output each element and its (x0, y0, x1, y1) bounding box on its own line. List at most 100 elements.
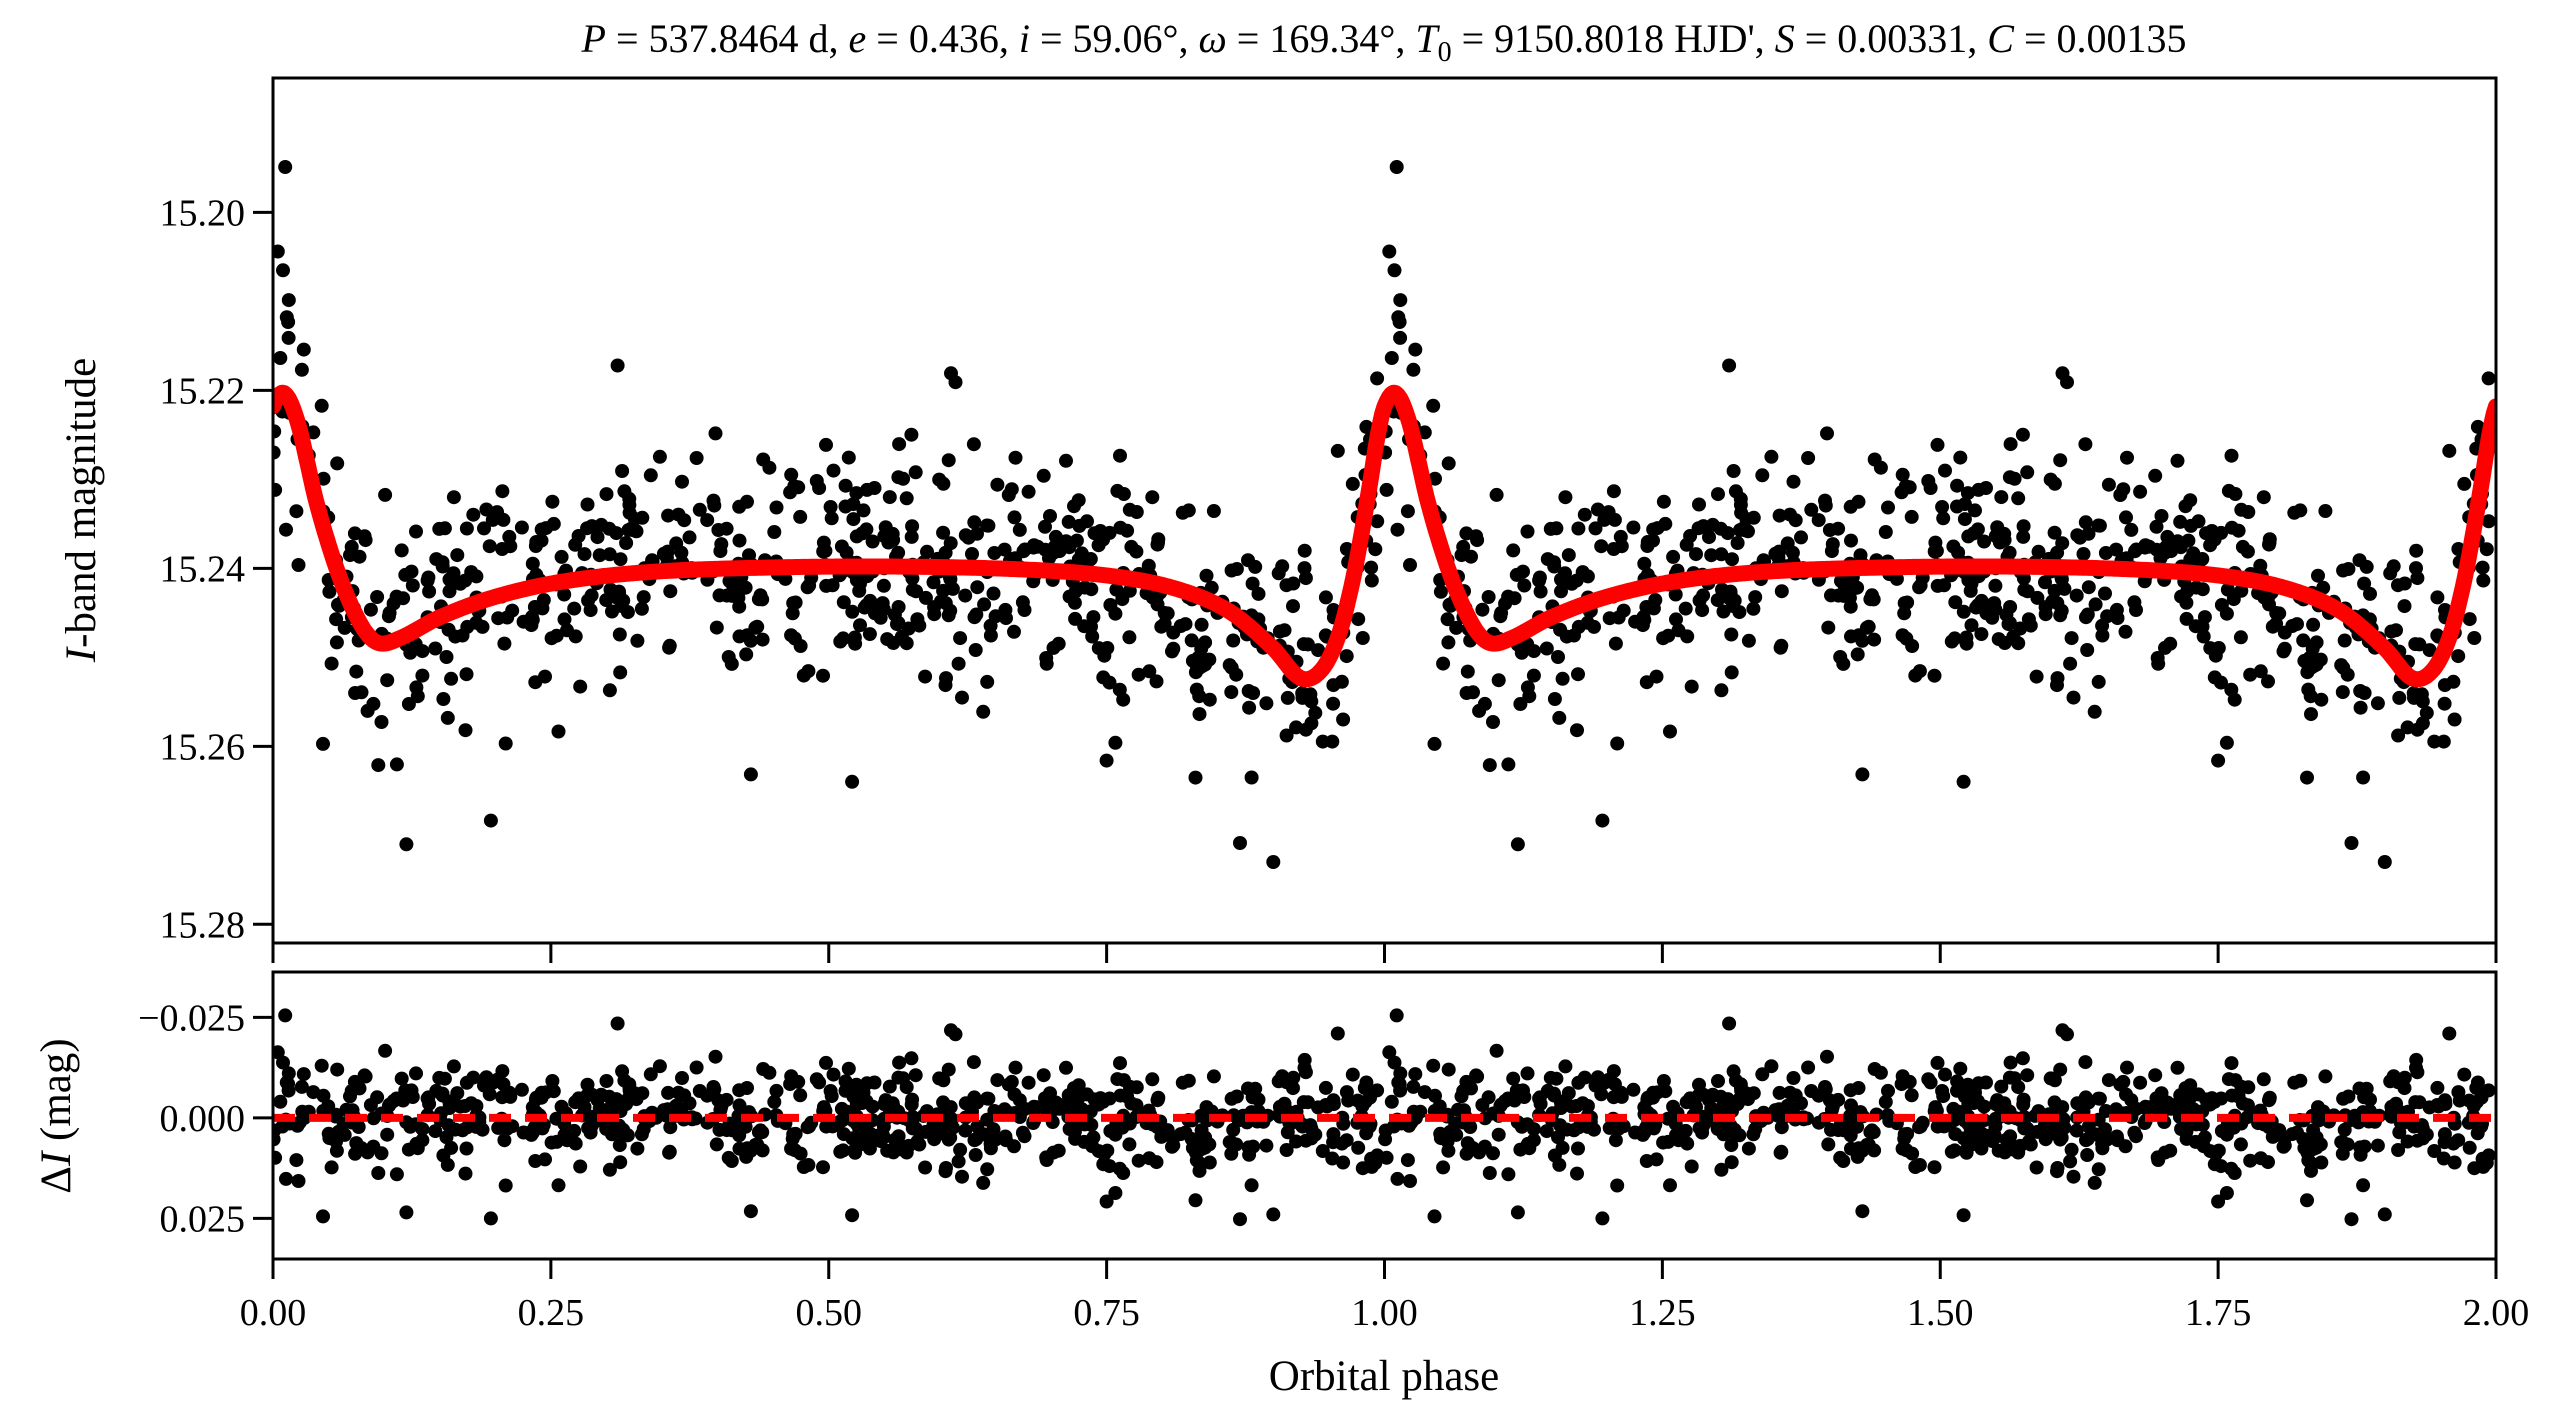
data-point (1836, 656, 1851, 671)
residual-point (2063, 1154, 2078, 1169)
residual-point (880, 1143, 895, 1158)
data-point (1783, 507, 1797, 522)
data-point (571, 529, 586, 543)
data-point (2057, 581, 2072, 596)
data-point (458, 573, 473, 588)
data-point (2277, 625, 2292, 640)
data-point (2133, 484, 2148, 499)
residual-point (2181, 1096, 2196, 1111)
residual-point (273, 1094, 288, 1109)
residual-point (410, 1141, 425, 1156)
data-point (2447, 712, 2462, 727)
data-point (394, 543, 409, 558)
data-point (1406, 362, 1421, 377)
residual-point (675, 1071, 689, 1085)
residual-point (784, 1141, 799, 1156)
data-point (1315, 734, 1330, 749)
data-point (1475, 602, 1490, 617)
data-point (1678, 601, 1693, 616)
data-point (2038, 575, 2052, 590)
data-point (1636, 609, 1651, 624)
data-point (415, 644, 430, 659)
residual-point (1970, 1128, 1985, 1143)
residual-point (599, 1074, 614, 1088)
data-point (659, 550, 674, 565)
residual-point (953, 1142, 968, 1157)
data-point (2470, 419, 2485, 434)
data-point (1142, 664, 1157, 679)
data-point (609, 526, 624, 541)
data-point (755, 632, 770, 647)
data-point (1194, 641, 1209, 656)
residual-point (399, 1205, 414, 1220)
residual-point (498, 1178, 513, 1193)
residual-point (389, 1091, 404, 1106)
residual-point (439, 1130, 454, 1145)
residual-point (2043, 1071, 2058, 1086)
residual-point (1506, 1071, 1521, 1086)
data-point (2397, 599, 2412, 614)
data-point (1991, 632, 2006, 647)
data-point (1520, 524, 1535, 539)
residual-point (1982, 1128, 1997, 1143)
residual-point (1017, 1101, 1032, 1116)
residual-point (662, 1145, 677, 1160)
data-point (890, 617, 904, 632)
data-point (294, 362, 309, 377)
residual-point (2050, 1164, 2064, 1179)
data-point (2314, 692, 2329, 707)
residual-point (1610, 1178, 1625, 1193)
data-point (446, 490, 461, 505)
data-point (490, 505, 505, 520)
data-point (1905, 639, 1920, 653)
data-point (966, 437, 981, 452)
residual-point (1843, 1083, 1858, 1098)
data-point (791, 480, 806, 495)
data-point (324, 656, 339, 671)
data-point (1610, 736, 1625, 751)
data-point (2437, 678, 2452, 693)
data-point (347, 526, 362, 541)
data-point (2409, 561, 2423, 576)
residual-point (2109, 1102, 2124, 1117)
residual-point (1968, 1085, 1982, 1100)
data-point (876, 578, 891, 593)
residual-point (1772, 1085, 1787, 1100)
data-point (926, 575, 941, 590)
residual-point (1689, 1099, 1703, 1114)
data-point (1964, 618, 1979, 633)
data-point (2256, 490, 2271, 505)
data-point (1861, 619, 1876, 634)
data-point (891, 600, 906, 614)
data-point (1116, 692, 1131, 707)
data-point (2003, 600, 2018, 614)
data-point (2050, 545, 2065, 560)
residual-point (458, 1166, 473, 1181)
data-point (724, 656, 739, 671)
data-point (1318, 590, 1333, 605)
data-point (859, 598, 874, 613)
y-tick-label-magnitude: 15.20 (160, 192, 246, 234)
residual-point (2015, 1051, 2030, 1066)
residual-point (966, 1055, 981, 1070)
residual-point (1950, 1074, 1965, 1089)
residual-point (1912, 1120, 1927, 1135)
data-point (483, 813, 498, 828)
data-point (389, 757, 404, 772)
residual-point (2038, 1129, 2053, 1144)
data-point (281, 293, 296, 308)
residual-point (743, 1204, 758, 1219)
residual-point (1308, 1127, 1323, 1142)
data-point (1867, 632, 1882, 647)
data-point (1131, 667, 1146, 682)
data-point (708, 426, 723, 441)
residual-point (1880, 1108, 1895, 1123)
data-point (1096, 670, 1111, 685)
x-axis-label: Orbital phase (1269, 1353, 1499, 1400)
data-point (846, 512, 861, 527)
residual-point (1571, 1075, 1586, 1090)
residual-point (1820, 1049, 1834, 1064)
residual-point (2020, 1068, 2035, 1083)
residual-point (2363, 1092, 2377, 1107)
